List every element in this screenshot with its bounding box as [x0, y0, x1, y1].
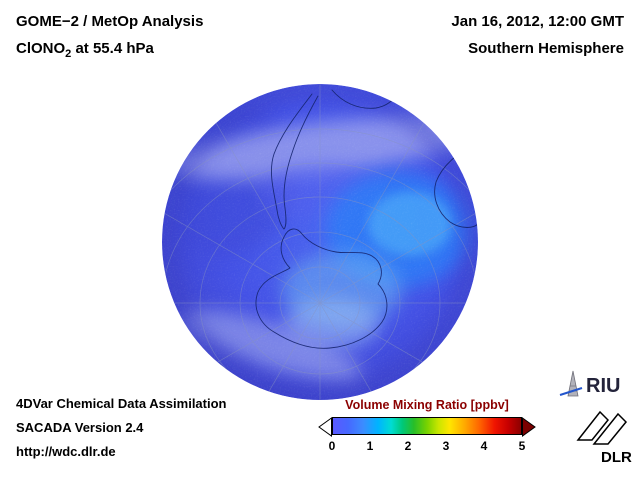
analysis-title: GOME−2 / MetOp Analysis [16, 13, 204, 30]
tick-label-0: 0 [328, 439, 336, 453]
tick-label-1: 1 [366, 439, 374, 453]
colorbar-right-arrow-icon [522, 417, 536, 437]
header-left: GOME−2 / MetOp Analysis ClONO2 at 55.4 h… [16, 8, 203, 68]
dlr-emblem-icon [576, 410, 628, 445]
tick-label-2: 2 [404, 439, 412, 453]
graticule [162, 84, 478, 400]
riu-logo-text: RIU [586, 375, 620, 397]
coastline-australia [434, 143, 478, 228]
dlr-logo: DLR [576, 410, 632, 466]
colorbar-left-arrow-icon [318, 417, 332, 437]
colorbar-bar [318, 417, 536, 437]
footer-left: 4DVar Chemical Data Assimilation SACADA … [16, 392, 227, 464]
header-right: Jan 16, 2012, 12:00 GMT Southern Hemisph… [451, 8, 624, 62]
datetime-label: Jan 16, 2012, 12:00 GMT [451, 13, 624, 30]
coastline-antarctica [255, 228, 388, 349]
dlr-logo-text: DLR [601, 449, 632, 466]
hemisphere-map [162, 84, 478, 400]
riu-logo: RIU [559, 370, 620, 397]
hemisphere-label: Southern Hemisphere [468, 40, 624, 57]
url-label: http://wdc.dlr.de [16, 444, 116, 459]
tick-label-5: 5 [518, 439, 526, 453]
version-label: SACADA Version 2.4 [16, 420, 144, 435]
colorbar: Volume Mixing Ratio [ppbv] 0 1 2 3 4 5 [318, 398, 536, 457]
colorbar-title: Volume Mixing Ratio [ppbv] [345, 398, 509, 412]
assimilation-label: 4DVar Chemical Data Assimilation [16, 396, 227, 411]
colorbar-gradient [332, 417, 522, 435]
species-level-label: ClONO2 at 55.4 hPa [16, 40, 154, 60]
coastline-south-america [271, 93, 319, 230]
tick-label-4: 4 [480, 439, 488, 453]
riu-spire-icon [559, 370, 583, 397]
tick-label-3: 3 [442, 439, 450, 453]
colorbar-tick-labels: 0 1 2 3 4 5 [318, 439, 536, 457]
